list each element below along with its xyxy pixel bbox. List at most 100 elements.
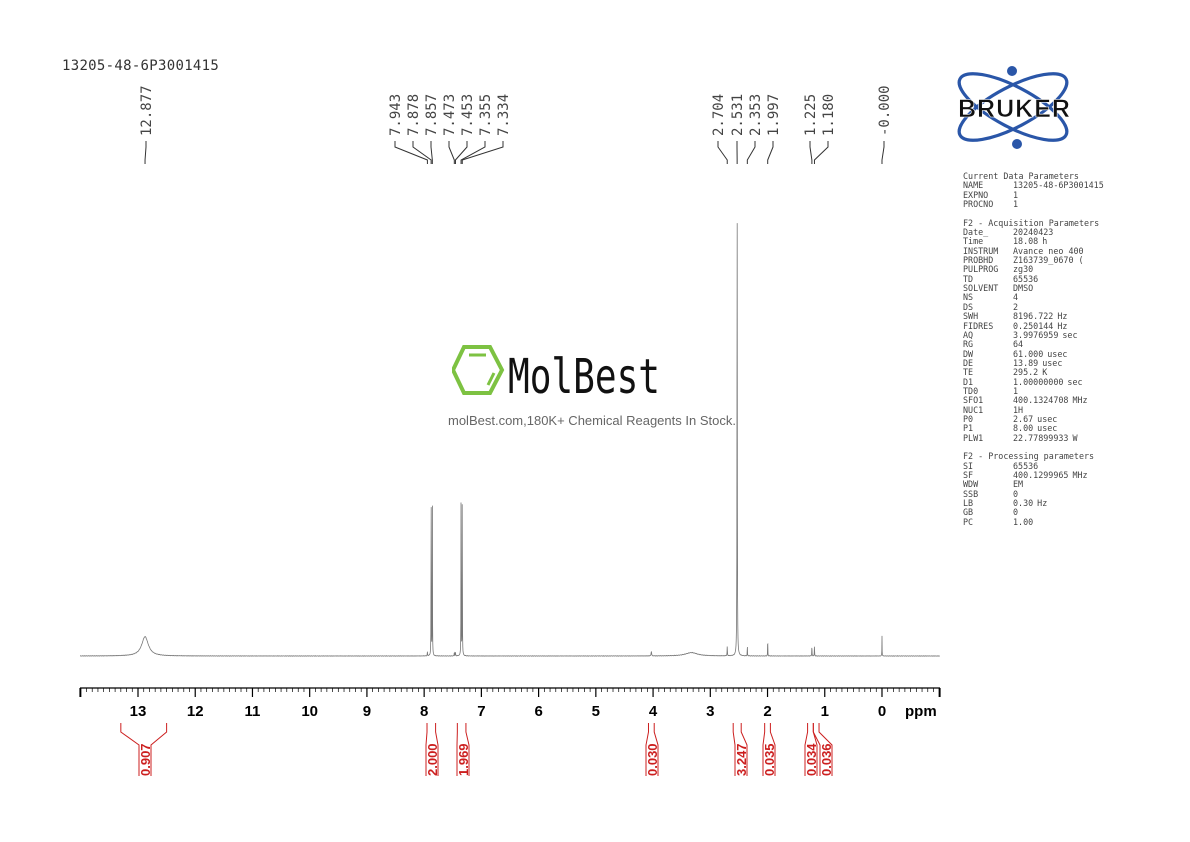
parameter-row: PC 1.00 xyxy=(963,517,1108,527)
parameter-name: RG xyxy=(963,339,974,350)
parameter-row: SI 65536 xyxy=(963,460,1108,471)
peak-label-leader xyxy=(448,141,455,164)
parameter-name: NAME xyxy=(963,180,984,191)
peak-label: 1.225 xyxy=(803,94,819,136)
parameter-unit xyxy=(1084,256,1088,265)
sample-name: 13205-48-6P3001415 xyxy=(62,58,220,74)
peak-label-leader xyxy=(767,141,774,164)
parameter-value: Avance neo 400 xyxy=(1013,245,1084,256)
parameter-row: PROBHD Z163739_0670 ( xyxy=(963,255,1108,266)
parameter-value: zg30 xyxy=(1013,264,1034,275)
integral-value: 2.000 xyxy=(425,743,440,776)
parameter-name: TD0 xyxy=(963,385,979,396)
parameter-unit: W xyxy=(1072,432,1078,443)
parameter-name: SOLVENT xyxy=(963,283,999,294)
integral-bracket xyxy=(645,723,659,776)
parameter-unit xyxy=(1018,191,1022,200)
parameter-value: 0.250144 xyxy=(1013,320,1054,331)
parameter-value: 4 xyxy=(1013,292,1019,303)
parameter-unit: K xyxy=(1042,367,1048,378)
parameter-row: DW 61.000 usec xyxy=(963,348,1108,359)
parameter-row: SWH 8196.722 Hz xyxy=(963,311,1108,322)
parameter-name: AQ xyxy=(963,329,974,340)
x-tick-label: 2 xyxy=(763,703,771,720)
parameter-name: NUC1 xyxy=(963,404,984,415)
parameter-unit: Hz xyxy=(1057,320,1068,331)
peak-label: 7.943 xyxy=(388,94,404,136)
parameter-value: 20240423 xyxy=(1013,227,1054,238)
parameter-row: GB 0 xyxy=(963,507,1108,518)
parameter-value: 1.00000000 xyxy=(1013,376,1064,387)
parameter-unit: MHz xyxy=(1072,395,1088,406)
parameter-name: SFO1 xyxy=(963,395,984,406)
watermark-tagline: molBest.com,180K+ Chemical Reagents In S… xyxy=(448,413,736,428)
parameter-value: 18.08 xyxy=(1013,236,1039,247)
parameter-name: SWH xyxy=(963,311,979,322)
integral-bracket xyxy=(762,723,776,776)
parameter-row: TE 295.2 K xyxy=(963,367,1108,378)
peak-label: 7.355 xyxy=(478,94,494,136)
parameter-value: 0.30 xyxy=(1013,498,1034,509)
x-tick-label: 9 xyxy=(363,703,371,720)
parameter-unit: usec xyxy=(1037,413,1058,424)
parameter-row: EXPNO 1 xyxy=(963,189,1108,200)
parameter-row: PLW1 22.77899933 W xyxy=(963,432,1108,443)
parameter-name: FIDRES xyxy=(963,320,994,331)
x-tick-label: 12 xyxy=(187,703,204,720)
parameter-row: SF 400.1299965 MHz xyxy=(963,470,1108,480)
parameter-name: DS xyxy=(963,301,974,312)
parameter-unit: Hz xyxy=(1057,311,1068,322)
peak-label-leader xyxy=(461,141,504,164)
integral-bracket xyxy=(812,723,833,776)
integral-value: 3.247 xyxy=(734,743,749,776)
parameter-value: 0 xyxy=(1013,488,1019,499)
parameter-name: LB xyxy=(963,498,974,509)
parameter-value: EM xyxy=(1013,479,1024,490)
x-tick-label: 4 xyxy=(649,703,658,720)
peak-label: 2.353 xyxy=(748,94,764,136)
bruker-logo: BRUKER xyxy=(957,66,1071,149)
peak-label: 2.531 xyxy=(730,94,746,136)
parameter-name: EXPNO xyxy=(963,189,989,200)
parameter-row: NUC1 1H xyxy=(963,404,1108,415)
parameter-name: SI xyxy=(963,460,974,471)
x-tick-label: 8 xyxy=(420,703,428,720)
parameter-unit xyxy=(1018,293,1022,302)
x-tick-label: 3 xyxy=(706,703,714,720)
parameter-value: 0 xyxy=(1013,507,1019,518)
parameter-row: Time 18.08 h xyxy=(963,236,1108,247)
parameter-name: DW xyxy=(963,348,974,359)
x-axis-label: ppm xyxy=(905,703,937,720)
parameter-unit xyxy=(1038,275,1042,284)
parameter-row: NS 4 xyxy=(963,292,1108,303)
parameter-name: TD xyxy=(963,273,974,284)
parameter-unit xyxy=(1104,181,1108,190)
watermark-name: MolBest xyxy=(508,349,660,403)
parameter-name: GB xyxy=(963,507,974,518)
integral-value: 0.035 xyxy=(762,743,777,776)
integral-bracket xyxy=(425,723,439,776)
peak-label: 7.857 xyxy=(424,94,440,136)
parameter-row: SFO1 400.1324708 MHz xyxy=(963,395,1108,406)
x-tick-label: 10 xyxy=(301,703,318,720)
parameter-unit xyxy=(1033,284,1037,293)
parameter-value: 295.2 xyxy=(1013,367,1039,378)
parameter-value: Z163739_0670 ( xyxy=(1013,255,1084,266)
parameter-row: SSB 0 xyxy=(963,488,1108,499)
parameter-row: PROCNO 1 xyxy=(963,199,1108,210)
brand-text: BRUKER xyxy=(958,95,1071,123)
parameter-name: PROCNO xyxy=(963,199,994,210)
x-tick-label: 0 xyxy=(878,703,886,720)
parameter-value: 8.00 xyxy=(1013,423,1034,434)
parameter-row: FIDRES 0.250144 Hz xyxy=(963,320,1108,331)
parameter-unit xyxy=(1053,228,1057,237)
parameter-name: SF xyxy=(963,470,974,480)
peak-label: 7.453 xyxy=(460,94,476,136)
parameter-row: D1 1.00000000 sec xyxy=(963,376,1108,387)
parameter-name: SSB xyxy=(963,488,979,499)
parameter-row: TD0 1 xyxy=(963,385,1108,396)
parameter-unit xyxy=(1033,518,1037,527)
peak-label-leader xyxy=(430,141,433,164)
parameter-value: 65536 xyxy=(1013,273,1039,284)
